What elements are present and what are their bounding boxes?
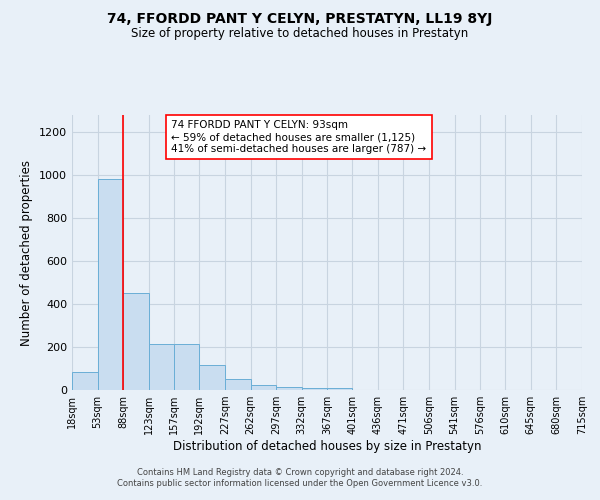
Bar xyxy=(174,344,199,390)
Bar xyxy=(328,388,352,390)
Bar xyxy=(302,388,328,390)
Text: Contains HM Land Registry data © Crown copyright and database right 2024.
Contai: Contains HM Land Registry data © Crown c… xyxy=(118,468,482,487)
Bar xyxy=(225,380,251,390)
Bar xyxy=(199,366,225,390)
Text: Size of property relative to detached houses in Prestatyn: Size of property relative to detached ho… xyxy=(131,28,469,40)
Bar xyxy=(98,180,123,390)
Y-axis label: Number of detached properties: Number of detached properties xyxy=(20,160,34,346)
Bar xyxy=(123,294,149,390)
Text: 74, FFORDD PANT Y CELYN, PRESTATYN, LL19 8YJ: 74, FFORDD PANT Y CELYN, PRESTATYN, LL19… xyxy=(107,12,493,26)
Text: 74 FFORDD PANT Y CELYN: 93sqm
← 59% of detached houses are smaller (1,125)
41% o: 74 FFORDD PANT Y CELYN: 93sqm ← 59% of d… xyxy=(172,120,427,154)
Bar xyxy=(276,387,302,390)
Bar xyxy=(251,384,276,390)
X-axis label: Distribution of detached houses by size in Prestatyn: Distribution of detached houses by size … xyxy=(173,440,481,453)
Bar xyxy=(72,372,98,390)
Bar xyxy=(149,344,174,390)
